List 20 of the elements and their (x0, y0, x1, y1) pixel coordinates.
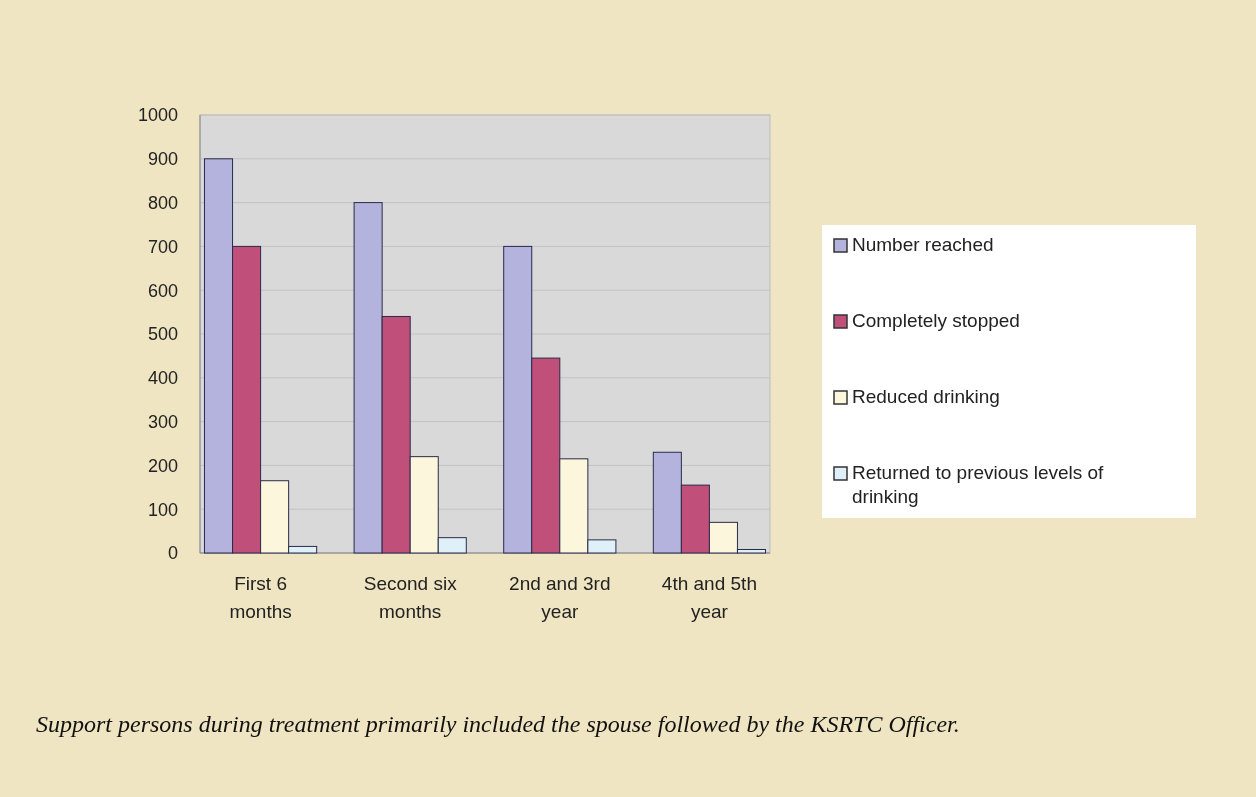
y-tick-label: 600 (147, 280, 178, 301)
legend-label: Returned to previous levels of drinking (852, 462, 1105, 507)
y-tick-label: 500 (147, 324, 178, 345)
y-tick-label: 900 (147, 149, 178, 170)
legend-label: Reduced drinking (852, 386, 1000, 407)
x-tick-label: 2nd and 3rd year (509, 573, 611, 622)
y-tick-label: 0 (167, 543, 178, 564)
y-tick-label: 100 (147, 499, 178, 520)
y-tick-label: 400 (147, 368, 178, 389)
legend-label: Number reached (852, 234, 994, 255)
x-tick-label: First 6 months (229, 573, 292, 622)
text: Support persons during treatment primarily included the spouse followed by the KSRTC Officer. (36, 711, 960, 737)
y-tick-label: 200 (147, 455, 178, 476)
legend-label: Completely stopped (852, 310, 1020, 331)
y-tick-label: 300 (147, 411, 178, 432)
x-tick-label: Second six months (363, 573, 458, 622)
y-tick-label: 800 (147, 192, 178, 213)
y-tick-label: 1000 (137, 105, 178, 126)
x-tick-label: 4th and 5th year (661, 573, 757, 622)
y-tick-label: 700 (147, 236, 178, 257)
